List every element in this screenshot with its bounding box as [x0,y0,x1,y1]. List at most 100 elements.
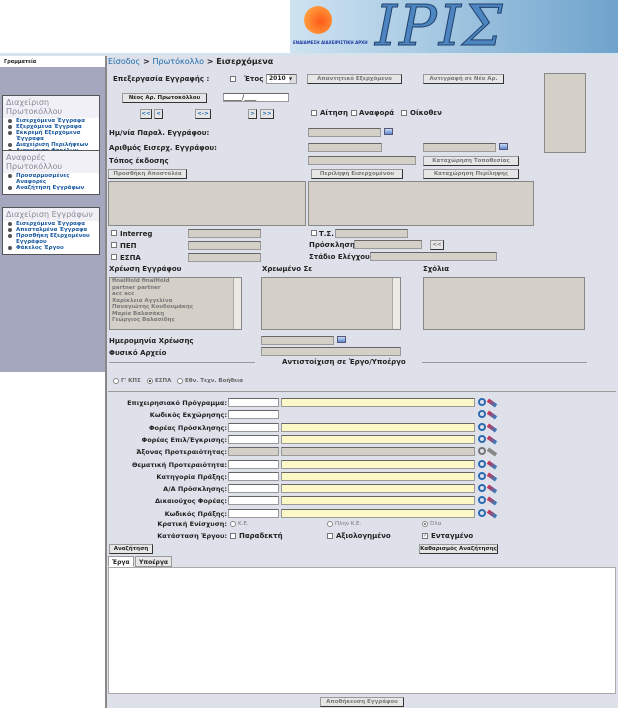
sidebar-item[interactable]: Εισερχόμενα Έγγραφα [3,221,99,227]
calendar-icon[interactable] [499,143,508,150]
sidebar-item[interactable]: Εξερχόμενα Έγγραφα [3,124,99,130]
espa-checkbox[interactable] [111,254,117,260]
reply-outgoing-button[interactable]: Απαντητικό Εξερχόμενο [307,74,402,84]
search-value-input[interactable] [281,434,475,444]
incoming-date-input[interactable] [423,143,496,152]
breadcrumb-home[interactable]: Είσοδος [108,57,141,66]
espa-input[interactable] [188,253,261,262]
sidebar-item[interactable]: Εκκρεμή Εξερχόμενα Έγγραφα [3,130,99,142]
ts-input[interactable] [335,229,408,238]
request-checkbox[interactable] [311,110,317,116]
search-icon[interactable] [478,459,486,468]
last-button[interactable]: >> [260,109,274,119]
add-sender-button[interactable]: Προσθήκη Αποστολέα [108,169,187,179]
search-icon[interactable] [478,447,486,456]
search-code-input[interactable] [228,410,279,420]
new-number-button[interactable]: Νέος Αρ. Πρωτοκόλλου [122,93,207,103]
call-button[interactable]: << [430,240,444,250]
interreg-input[interactable] [188,229,261,238]
ts-checkbox[interactable] [311,230,317,236]
search-value-input[interactable] [281,398,475,407]
search-icon[interactable] [478,410,486,419]
call-input[interactable] [354,240,422,249]
list-item[interactable]: Μαρία Βαλασάκη [112,310,165,317]
edit-checkbox[interactable] [230,76,236,82]
search-code-input[interactable] [228,496,279,506]
charge-date-input[interactable] [261,336,334,345]
search-icon[interactable] [478,508,486,517]
search-icon[interactable] [478,496,486,505]
calendar-icon[interactable] [337,336,346,343]
sidebar-item[interactable]: Εισερχόμενα Έγγραφα [3,118,99,124]
place-input[interactable] [308,156,416,165]
pep-input[interactable] [188,241,261,250]
search-value-input[interactable] [281,496,475,506]
sidebar-item[interactable]: Διαχείριση Περιλήψεων [3,142,99,148]
aid-radio[interactable] [327,521,333,527]
date-input[interactable] [308,128,381,137]
scrollbar[interactable] [233,278,241,329]
search-code-input[interactable] [228,484,279,494]
sidebar-item[interactable]: Προσθήκη Εξερχομένου Εγγράφου [3,233,99,245]
search-code-input[interactable] [228,434,279,444]
stage-select[interactable] [370,252,497,261]
report-checkbox[interactable] [351,110,357,116]
search-code-input[interactable] [228,508,279,518]
list-item[interactable]: finalHold finalHold [112,278,170,284]
list-item[interactable]: Γεώργιος Βαλασίδης [112,317,175,323]
self-checkbox[interactable] [401,110,407,116]
current-button[interactable]: <-> [195,109,211,119]
search-icon[interactable] [478,434,486,443]
list-item[interactable]: Παναγιώτης Κουδουμάκης [112,304,194,310]
sidebar-item[interactable]: Φάκελος Έργου [3,245,99,251]
breadcrumb-section[interactable]: Πρωτόκολλο [152,57,204,66]
search-icon[interactable] [478,398,486,406]
prev-button[interactable]: < [154,109,163,119]
search-value-input[interactable] [281,459,475,469]
interreg-checkbox[interactable] [111,230,117,236]
program-radio[interactable] [147,378,153,384]
search-code-input[interactable] [228,471,279,481]
save-document-button[interactable]: Αποθήκευση Εγγράφου [320,697,404,707]
search-code-input[interactable] [228,459,279,469]
clear-search-button[interactable]: Καθαρισμός Αναζήτησης [419,544,498,554]
next-button[interactable]: > [248,109,257,119]
search-value-input[interactable] [281,422,475,432]
sidebar-item[interactable]: Απεσταλμένα Έγγραφα [3,227,99,233]
users-listbox[interactable]: finalHold finalHold partner partner acc ac… [109,277,242,330]
charged-listbox[interactable] [261,277,401,330]
status-checkbox[interactable] [327,533,333,539]
sidebar-item[interactable]: Αναζήτηση Εγγράφων [3,185,99,191]
protocol-number-input[interactable]: ______/____ [223,93,289,102]
aid-radio[interactable] [230,521,236,527]
year-select[interactable]: 2010 ▼ [266,74,297,84]
summary-textarea[interactable] [308,181,534,226]
search-icon[interactable] [478,422,486,431]
first-button[interactable]: << [140,109,152,119]
physical-input[interactable] [261,347,401,356]
list-item[interactable]: partner partner [112,284,161,291]
aid-radio[interactable] [422,521,428,527]
search-code-input[interactable] [228,398,279,407]
search-icon[interactable] [478,484,486,493]
comments-textarea[interactable] [423,277,585,330]
incoming-summary-button[interactable]: Περίληψη Εισερχομένου [311,169,403,179]
incoming-no-input[interactable] [308,143,382,152]
search-value-input[interactable] [281,484,475,494]
search-button[interactable]: Αναζήτηση [109,544,153,554]
search-icon[interactable] [478,471,486,480]
sender-textarea[interactable] [108,181,306,226]
search-value-input[interactable] [281,508,475,518]
program-radio[interactable] [113,378,119,384]
search-code-input[interactable] [228,422,279,432]
list-item[interactable]: Χαρίκλεια Αγγελίνα [112,297,173,304]
sidebar-item[interactable]: Προσαρμοσμένες Αναφορές [3,173,99,185]
tab-projects[interactable]: Έργα [108,556,134,567]
status-checkbox[interactable]: ✓ [422,533,428,539]
side-textarea[interactable] [544,73,586,153]
save-summary-button[interactable]: Καταχώρηση Περίληψης [423,169,519,179]
save-place-button[interactable]: Καταχώρηση Τοποθεσίας [423,156,519,166]
status-checkbox[interactable] [230,533,236,539]
tab-subprojects[interactable]: Υποέργα [135,556,173,567]
scrollbar[interactable] [392,278,400,329]
